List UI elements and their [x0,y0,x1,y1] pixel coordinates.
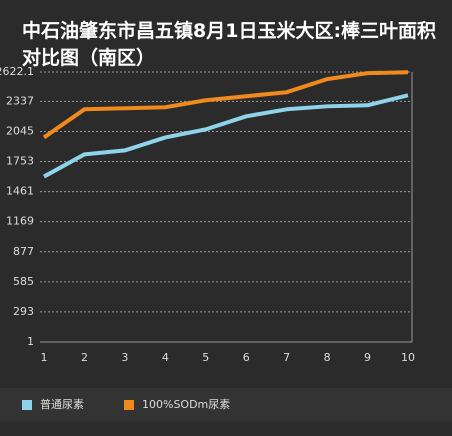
legend-swatch [22,400,32,410]
y-tick-label: 2045 [6,124,34,137]
series-line [42,70,409,140]
y-tick-label: 293 [13,305,34,318]
x-tick-label: 4 [162,351,169,364]
legend-band [0,388,452,422]
x-tick-label: 10 [401,351,415,364]
series-line [43,93,409,179]
y-tick-label: 585 [13,275,34,288]
y-tick-label: 1461 [6,185,34,198]
y-tick-label: 2337 [6,94,34,107]
y-tick-label: 2622.1 [0,65,34,78]
y-tick-label: 1 [27,335,34,348]
plot: 1 293 585 877 1169 1461 1753 2045 2337 2622.1 1 2 3 4… [0,65,415,411]
y-tick-label: 877 [13,245,34,258]
x-tick-label: 3 [121,351,128,364]
x-tick-label: 6 [243,351,250,364]
x-tick-label: 5 [202,351,209,364]
x-tick-label: 8 [324,351,331,364]
x-tick-label: 7 [283,351,290,364]
legend-label: 100%SODm尿素 [142,398,230,411]
x-tick-label: 9 [364,351,371,364]
x-tick-label: 1 [41,351,48,364]
y-tick-label: 1753 [6,155,34,168]
legend-swatch [124,400,134,410]
chart-title: 中石油肇东市昌五镇8月1日玉米大区:棒三叶面积对比图（南区） [22,20,437,69]
x-tick-label: 2 [81,351,88,364]
y-tick-label: 1169 [6,215,34,228]
legend-label: 普通尿素 [40,397,84,411]
